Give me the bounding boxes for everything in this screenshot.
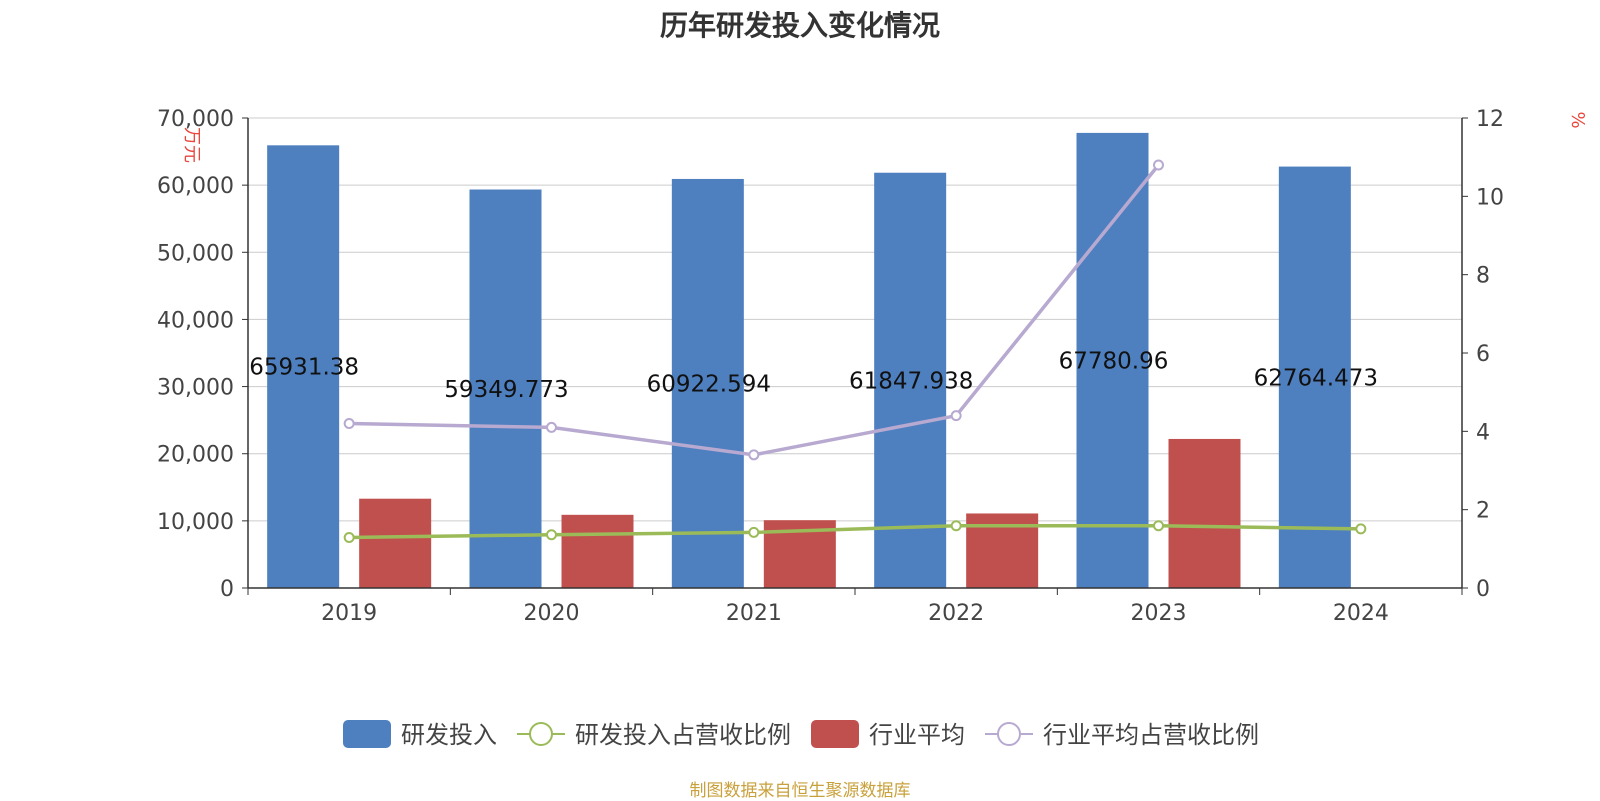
y-right-tick-label: 0 [1476,577,1490,602]
x-tick-label: 2021 [726,601,782,626]
data-label: 65931.38 [249,355,359,381]
y-right-tick-label: 8 [1476,264,1490,289]
x-tick-label: 2022 [928,601,984,626]
y-left-tick-label: 20,000 [157,443,234,468]
y-left-tick-label: 0 [220,577,234,602]
legend-marker [529,722,553,746]
chart-title: 历年研发投入变化情况 [659,9,940,42]
line-point [546,529,557,541]
legend-swatch [811,720,859,748]
y-right-tick-label: 6 [1476,342,1490,367]
line-point [546,421,557,433]
x-tick-label: 2024 [1333,601,1389,626]
x-tick-label: 2023 [1131,601,1187,626]
data-label: 60922.594 [647,371,771,397]
bar [1278,166,1351,588]
bar [1076,132,1149,588]
y-left-tick-label: 70,000 [157,107,234,132]
legend-swatch [343,720,391,748]
y-right-tick-label: 10 [1476,185,1504,210]
line-point [748,526,760,538]
legend-label: 行业平均 [869,721,965,749]
line-point [748,449,760,461]
y-left-tick-label: 40,000 [157,308,234,333]
data-label: 62764.473 [1254,365,1378,391]
bar [469,189,542,588]
y-right-tick-label: 12 [1476,107,1504,132]
x-tick-label: 2019 [321,601,377,626]
y-left-axis-label: 万元 [181,127,202,163]
line-point [950,520,962,532]
line-point [1153,159,1164,171]
y-left-tick-label: 30,000 [157,376,234,401]
bar [561,514,634,588]
y-left-tick-label: 10,000 [157,510,234,535]
x-tick-label: 2020 [524,601,580,626]
y-right-tick-label: 2 [1476,499,1490,524]
legend-label: 行业平均占营收比例 [1043,721,1259,749]
data-label: 67780.96 [1059,348,1169,374]
source-note: 制图数据来自恒生聚源数据库 [689,781,911,801]
line-point [1355,523,1367,535]
legend-label: 研发投入占营收比例 [575,721,791,749]
line-point [950,410,962,422]
data-label: 59349.773 [444,377,568,403]
line-point [343,418,355,429]
y-left-tick-label: 60,000 [157,174,234,199]
bar [874,172,947,588]
data-label: 61847.938 [849,368,973,394]
legend-label: 研发投入 [401,721,497,749]
legend-marker [997,722,1021,746]
bar [671,178,744,588]
y-right-tick-label: 4 [1476,420,1490,445]
bar [359,498,432,588]
bar [267,145,340,588]
line-point [1153,520,1164,532]
bar [1168,438,1241,588]
line-point [343,531,355,543]
y-left-tick-label: 50,000 [157,241,234,266]
y-right-axis-label: % [1567,111,1588,128]
series-line [349,523,1361,540]
